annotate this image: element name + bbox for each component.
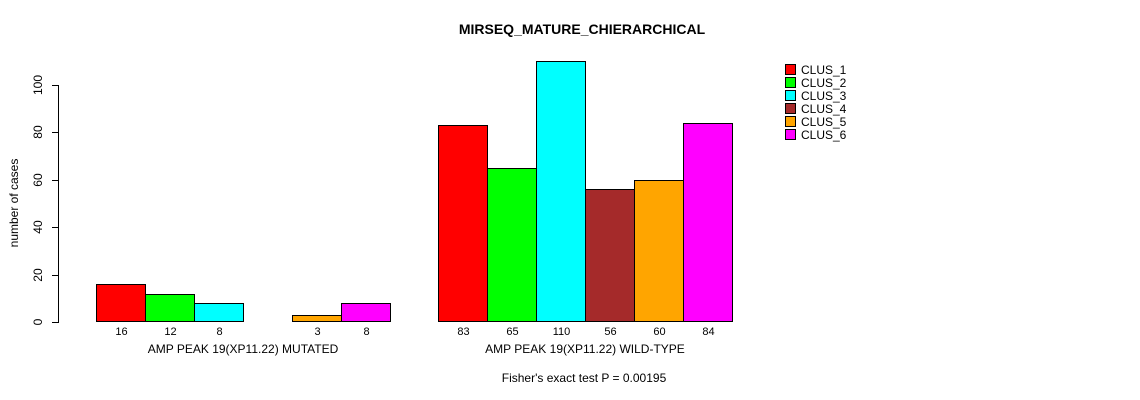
group-label-wildtype: AMP PEAK 19(XP11.22) WILD-TYPE <box>485 342 685 356</box>
legend: CLUS_1 CLUS_2 CLUS_3 CLUS_4 CLUS_5 CLUS_6 <box>785 64 915 148</box>
legend-label-clus_1: CLUS_1 <box>801 63 847 77</box>
bar-value-label: 3 <box>314 326 321 338</box>
y-axis-tick <box>52 85 58 86</box>
bar-value-label: 60 <box>653 326 666 338</box>
y-axis-tick <box>52 180 58 181</box>
fisher-test-annotation: Fisher's exact test P = 0.00195 <box>501 371 667 385</box>
legend-label-clus_6: CLUS_6 <box>801 128 847 142</box>
legend-swatch-clus_5 <box>785 116 796 127</box>
bar-value-label: 12 <box>164 326 177 338</box>
bar-value-label: 8 <box>216 326 223 338</box>
legend-swatch-clus_6 <box>785 129 796 140</box>
y-axis-tick-label: 80 <box>31 125 45 139</box>
legend-swatch-clus_1 <box>785 64 796 75</box>
bar-clus_2-group1 <box>145 294 195 322</box>
y-axis-tick <box>52 227 58 228</box>
bar-clus_5-group1 <box>292 315 342 322</box>
y-axis-tick-label: 40 <box>31 220 45 234</box>
bar-clus_6-group2 <box>683 123 733 322</box>
bar-value-label: 8 <box>363 326 370 338</box>
bar-value-label: 65 <box>506 326 519 338</box>
bar-clus_5-group2 <box>634 180 684 322</box>
bar-clus_1-group2 <box>438 125 488 322</box>
y-axis-line <box>58 85 59 323</box>
legend-label-clus_4: CLUS_4 <box>801 102 847 116</box>
group-label-mutated: AMP PEAK 19(XP11.22) MUTATED <box>147 342 339 356</box>
legend-swatch-clus_4 <box>785 103 796 114</box>
legend-label-clus_3: CLUS_3 <box>801 89 847 103</box>
chart-title: MIRSEQ_MATURE_CHIERARCHICAL <box>458 21 706 37</box>
legend-swatch-clus_2 <box>785 77 796 88</box>
y-axis-tick-label: 60 <box>31 173 45 187</box>
legend-label-clus_2: CLUS_2 <box>801 76 847 90</box>
bar-clus_4-group2 <box>585 189 635 322</box>
y-axis-tick-label: 0 <box>31 318 45 326</box>
bar-clus_1-group1 <box>96 284 146 322</box>
bar-value-label: 110 <box>552 326 571 338</box>
bar-value-label: 84 <box>702 326 715 338</box>
y-axis-tick-label: 20 <box>31 268 45 282</box>
y-axis-label: number of cases <box>7 158 21 248</box>
y-axis-tick-label: 100 <box>31 74 45 96</box>
bar-clus_6-group1 <box>341 303 391 322</box>
bar-value-label: 56 <box>604 326 617 338</box>
bar-clus_3-group2 <box>536 61 586 322</box>
y-axis-tick <box>52 132 58 133</box>
bar-value-label: 16 <box>115 326 128 338</box>
y-axis-tick <box>52 322 58 323</box>
bar-value-label: 83 <box>457 326 470 338</box>
bar-clus_3-group1 <box>194 303 244 322</box>
legend-label-clus_5: CLUS_5 <box>801 115 847 129</box>
bar-clus_2-group2 <box>487 168 537 322</box>
y-axis-tick <box>52 275 58 276</box>
legend-swatch-clus_3 <box>785 90 796 101</box>
